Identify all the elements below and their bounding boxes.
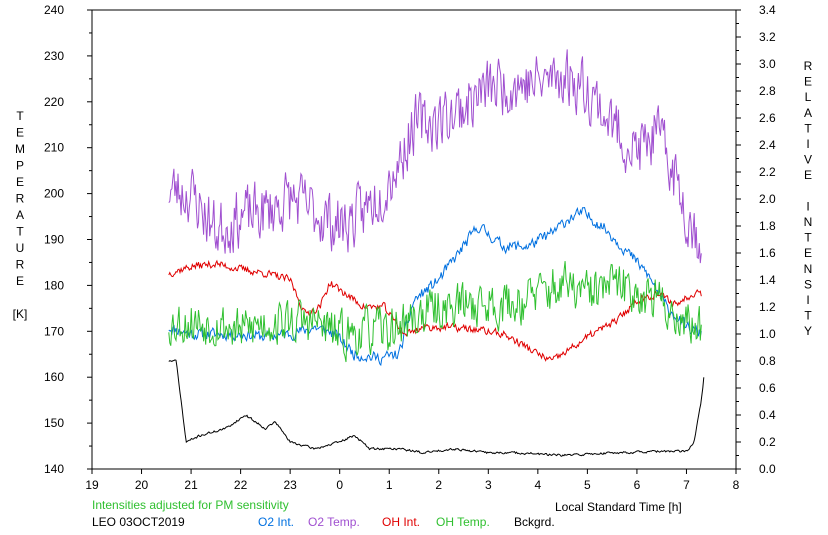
- series-line-4: [168, 359, 705, 457]
- y-right-tick-label: 0.0: [759, 462, 776, 476]
- right-axis-label-letter: N: [804, 262, 813, 276]
- x-tick-label: 3: [485, 478, 492, 492]
- y-right-tick-label: 3.0: [759, 57, 776, 71]
- y-right-tick-label: 0.8: [759, 354, 776, 368]
- series-line-3: [168, 261, 702, 363]
- x-tick-label: 21: [184, 478, 198, 492]
- right-axis-label-letter: T: [804, 309, 812, 323]
- series-line-1: [168, 49, 702, 264]
- legend-entry: O2 Temp.: [308, 515, 360, 529]
- y-right-tick-label: 1.8: [759, 219, 776, 233]
- y-left-tick-label: 160: [44, 370, 64, 384]
- x-tick-label: 22: [234, 478, 248, 492]
- y-left-tick-label: 220: [44, 95, 64, 109]
- right-axis-label-letter: I: [806, 137, 809, 151]
- x-tick-label: 0: [336, 478, 343, 492]
- right-axis-label-letter: I: [806, 293, 809, 307]
- x-tick-label: 7: [683, 478, 690, 492]
- right-axis-label-letter: E: [804, 168, 812, 182]
- series-line-2: [168, 259, 702, 362]
- y-right-tick-label: 1.4: [759, 273, 776, 287]
- y-right-tick-label: 1.6: [759, 246, 776, 260]
- right-axis-label-letter: E: [804, 75, 812, 89]
- right-axis-label-letter: R: [804, 59, 813, 73]
- x-tick-label: 23: [283, 478, 297, 492]
- legend-entry: O2 Int.: [258, 515, 295, 529]
- y-right-tick-label: 2.2: [759, 165, 776, 179]
- station-date: LEO 03OCT2019: [92, 515, 185, 529]
- y-right-tick-label: 1.2: [759, 300, 776, 314]
- plot-area: [91, 9, 737, 470]
- y-right-tick-label: 3.4: [759, 3, 776, 17]
- left-axis-label-letter: T: [16, 225, 24, 239]
- y-left-tick-label: 140: [44, 462, 64, 476]
- series-layer: [168, 49, 705, 457]
- right-axis-label-letter: V: [804, 153, 812, 167]
- right-axis-label-letter: T: [804, 231, 812, 245]
- x-tick-label: 19: [85, 478, 99, 492]
- y-left-tick-label: 180: [44, 278, 64, 292]
- x-axis: 19 20 21 22 23 0 1 2 3 4 5 6 7 8: [85, 469, 740, 492]
- y-left-tick-label: 240: [44, 3, 64, 17]
- y-left-tick-label: 170: [44, 324, 64, 338]
- left-axis-label-letter: [K]: [13, 307, 28, 321]
- right-axis-label-letter: E: [804, 246, 812, 260]
- left-axis-label-letter: T: [16, 109, 24, 123]
- legend-entry: OH Int.: [382, 515, 421, 529]
- y-left-tick-label: 190: [44, 233, 64, 247]
- legend-entry: OH Temp.: [436, 515, 490, 529]
- right-axis-label-letter: I: [806, 199, 809, 213]
- right-axis-label-letter: Y: [804, 324, 812, 338]
- x-axis-title: Local Standard Time [h]: [555, 500, 682, 514]
- right-axis-label-letter: N: [804, 215, 813, 229]
- y-right-tick-label: 0.6: [759, 381, 776, 395]
- series-line-0: [168, 206, 702, 367]
- y-right-tick-label: 0.4: [759, 408, 776, 422]
- y-right-tick-label: 2.0: [759, 192, 776, 206]
- y-left-tick-label: 210: [44, 141, 64, 155]
- x-tick-label: 2: [435, 478, 442, 492]
- y-left-tick-label: 230: [44, 49, 64, 63]
- left-y-axis: 140 150 160 170 180 190 200 210 220 230 240: [44, 3, 92, 476]
- x-tick-label: 4: [535, 478, 542, 492]
- legend-entry: Bckgrd.: [514, 515, 555, 529]
- right-axis-label-letter: T: [804, 121, 812, 135]
- x-tick-label: 5: [584, 478, 591, 492]
- right-axis-label-letter: L: [805, 90, 812, 104]
- left-axis-label-letter: R: [16, 192, 25, 206]
- right-axis-label-letter: A: [804, 106, 812, 120]
- x-tick-label: 8: [733, 478, 740, 492]
- right-y-axis: 0.0 0.2 0.4 0.6 0.8 1.0 1.2 1.4 1.6 1.8 2.0 2.2 2.4 2…: [736, 3, 776, 476]
- x-tick-label: 20: [135, 478, 149, 492]
- left-axis-label-letter: E: [16, 175, 24, 189]
- left-axis-label-letter: R: [16, 258, 25, 272]
- y-left-tick-label: 200: [44, 187, 64, 201]
- y-right-tick-label: 3.2: [759, 30, 776, 44]
- left-axis-label-letter: E: [16, 126, 24, 140]
- y-left-tick-label: 150: [44, 416, 64, 430]
- x-tick-label: 6: [634, 478, 641, 492]
- y-right-tick-label: 2.4: [759, 138, 776, 152]
- y-right-tick-label: 0.2: [759, 435, 776, 449]
- left-axis-label-letter: M: [15, 142, 25, 156]
- y-right-tick-label: 2.8: [759, 84, 776, 98]
- x-tick-label: 1: [386, 478, 393, 492]
- left-axis-label-letter: P: [16, 159, 24, 173]
- left-axis-label-letter: A: [16, 208, 24, 222]
- y-right-tick-label: 1.0: [759, 327, 776, 341]
- right-axis-label-letter: S: [804, 277, 812, 291]
- left-axis-label-letter: E: [16, 274, 24, 288]
- left-axis-label-letter: U: [16, 241, 25, 255]
- sensitivity-note: Intensities adjusted for PM sensitivity: [92, 498, 289, 512]
- y-right-tick-label: 2.6: [759, 111, 776, 125]
